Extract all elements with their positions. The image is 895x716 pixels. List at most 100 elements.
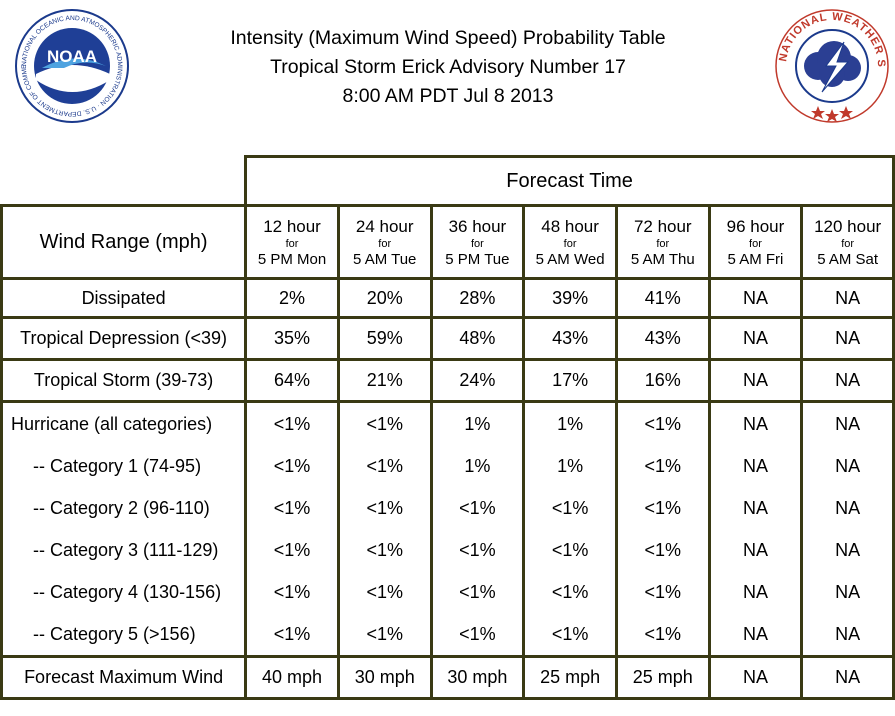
table-cell: <1% [366,540,403,560]
table-cell: <1% [644,540,682,560]
table-cell: <1% [644,498,682,518]
table-cell: 41% [614,277,711,319]
row-label: -- Category 3 (111-129) [33,540,219,560]
table-cell: 2% [244,277,340,319]
table-cell: NA [742,498,768,518]
table-row-tropical-storm: Tropical Storm (39-73) 64% 21% 24% 17% 1… [0,358,895,403]
table-cell: <1% [459,582,496,602]
hurricane-labels: Hurricane (all categories) -- Category 1… [0,400,248,658]
row-label: -- Category 2 (96-110) [33,498,210,518]
table-cell: NA [707,316,804,361]
table-cell: 48% [429,316,526,361]
table-cell: 1% [464,456,491,476]
table-cell: <1% [644,582,682,602]
table-cell: NA [707,358,804,403]
svg-text:NOAA: NOAA [47,47,97,66]
column-header-12h: 12 hour for 5 PM Mon [244,204,340,280]
row-label: -- Category 4 (130-156) [33,582,222,602]
table-row-forecast-max-wind: Forecast Maximum Wind 40 mph 30 mph 30 m… [0,655,895,700]
hurricane-column-12h: <1% <1% <1% <1% <1% <1% [244,400,340,658]
title-line-2: Tropical Storm Erick Advisory Number 17 [270,56,626,78]
table-cell: NA [835,498,861,518]
table-cell: NA [800,277,895,319]
table-cell: NA [742,624,768,644]
table-cell: NA [707,655,804,700]
row-label: Tropical Storm (39-73) [0,358,248,403]
column-header-120h: 120 hour for 5 AM Sat [800,204,895,280]
table-cell: NA [835,456,861,476]
table-cell: 43% [522,316,618,361]
table-cell: 20% [336,277,433,319]
table-cell: NA [742,456,768,476]
table-cell: <1% [273,414,311,434]
table-cell: <1% [273,498,311,518]
noaa-logo: NOAA NATIONAL OCEANIC AND ATMOSPHERIC AD… [14,8,129,123]
probability-table: Forecast Time Wind Range (mph) 12 hour fo… [0,155,895,700]
row-label: -- Category 1 (74-95) [33,456,202,476]
table-cell: <1% [366,414,403,434]
table-cell: NA [800,316,895,361]
hurricane-column-96h: NA NA NA NA NA NA [707,400,804,658]
table-cell: 21% [336,358,433,403]
table-cell: <1% [644,624,682,644]
table-cell: 30 mph [336,655,433,700]
title-line-1: Intensity (Maximum Wind Speed) Probabili… [230,27,666,49]
row-label: Forecast Maximum Wind [0,655,248,700]
table-cell: <1% [366,498,403,518]
table-cell: <1% [551,540,589,560]
table-cell: NA [800,358,895,403]
table-cell: <1% [273,624,311,644]
table-cell: <1% [273,540,311,560]
table-cell: NA [835,582,861,602]
hurricane-column-36h: 1% 1% <1% <1% <1% <1% [429,400,526,658]
table-cell: <1% [644,414,682,434]
hurricane-column-72h: <1% <1% <1% <1% <1% <1% [614,400,711,658]
table-cell: <1% [644,456,682,476]
table-row-hurricane-group: Hurricane (all categories) -- Category 1… [0,400,895,658]
wind-range-header: Wind Range (mph) [0,204,248,280]
table-cell: 43% [614,316,711,361]
table-cell: NA [707,277,804,319]
column-header-24h: 24 hour for 5 AM Tue [336,204,433,280]
hurricane-column-120h: NA NA NA NA NA NA [800,400,895,658]
column-header-72h: 72 hour for 5 AM Thu [614,204,711,280]
row-label: -- Category 5 (>156) [33,624,196,644]
row-label: Dissipated [0,277,248,319]
table-cell: 16% [614,358,711,403]
table-cell: 1% [557,414,584,434]
table-cell: 40 mph [244,655,340,700]
row-label: Hurricane (all categories) [11,414,213,434]
hurricane-column-24h: <1% <1% <1% <1% <1% <1% [336,400,433,658]
table-row-dissipated: Dissipated 2% 20% 28% 39% 41% NA NA [0,277,895,319]
title-block: Intensity (Maximum Wind Speed) Probabili… [148,24,748,111]
table-cell: 24% [429,358,526,403]
table-cell: NA [800,655,895,700]
table-row-tropical-depression: Tropical Depression (<39) 35% 59% 48% 43… [0,316,895,361]
table-cell: 25 mph [522,655,618,700]
table-cell: 1% [557,456,584,476]
table-cell: 17% [522,358,618,403]
table-cell: <1% [459,624,496,644]
header: NOAA NATIONAL OCEANIC AND ATMOSPHERIC AD… [0,0,895,150]
title-line-3: 8:00 AM PDT Jul 8 2013 [342,85,554,107]
table-cell: 59% [336,316,433,361]
column-header-48h: 48 hour for 5 AM Wed [522,204,618,280]
column-header-96h: 96 hour for 5 AM Fri [707,204,804,280]
row-label: Tropical Depression (<39) [0,316,248,361]
table-cell: <1% [273,456,311,476]
table-cell: <1% [459,540,496,560]
column-header-36h: 36 hour for 5 PM Tue [429,204,526,280]
forecast-time-header: Forecast Time [244,155,895,207]
table-cell: NA [742,582,768,602]
nws-logo: NATIONAL WEATHER SERVICE [774,8,889,123]
table-cell: NA [835,624,861,644]
table-cell: 35% [244,316,340,361]
table-cell: 30 mph [429,655,526,700]
table-cell: <1% [459,498,496,518]
table-cell: <1% [366,624,403,644]
table-cell: <1% [551,498,589,518]
table-cell: 25 mph [614,655,711,700]
table-cell: 1% [464,414,491,434]
table-cell: <1% [551,624,589,644]
table-cell: <1% [273,582,311,602]
